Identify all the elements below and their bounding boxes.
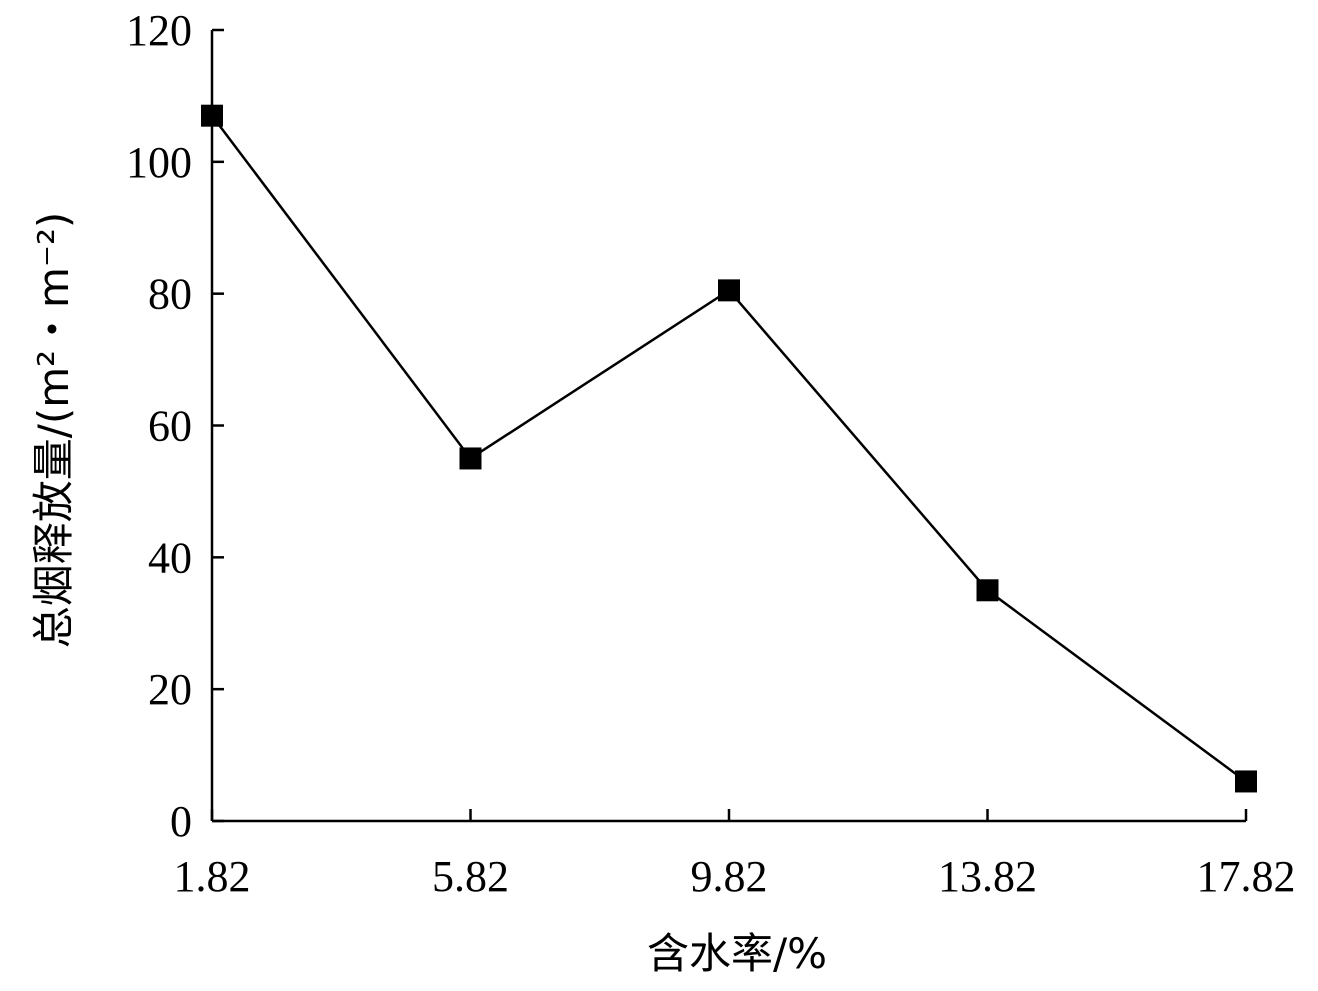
series-line [211,114,1247,783]
y-tick-label: 40 [148,533,192,582]
series-group [201,104,1257,793]
x-tick-label: 9.82 [691,852,768,901]
y-axis-title: 总烟释放量/(m²・m⁻²) [29,212,78,649]
data-point-marker [459,447,482,470]
y-tick-label: 80 [148,270,192,319]
data-point-marker [976,579,999,602]
y-tick-label: 100 [126,138,192,187]
data-point-marker [1235,770,1257,793]
x-tick-label: 1.82 [174,852,251,901]
y-axis-ticks: 0 20 40 60 80 100 120 [126,6,224,846]
y-tick-label: 120 [126,6,192,55]
x-axis-title: 含水率/% [647,929,827,978]
y-tick-label: 60 [148,402,192,451]
x-tick-label: 13.82 [938,852,1037,901]
data-point-marker [718,279,740,302]
x-tick-label: 5.82 [432,852,509,901]
x-axis-ticks: 1.82 5.82 9.82 13.82 17.82 [174,809,1296,901]
axes [210,30,1246,823]
x-tick-label: 17.82 [1197,852,1296,901]
data-point-marker [201,104,223,127]
y-tick-label: 20 [148,665,192,714]
y-tick-label: 0 [170,797,192,846]
